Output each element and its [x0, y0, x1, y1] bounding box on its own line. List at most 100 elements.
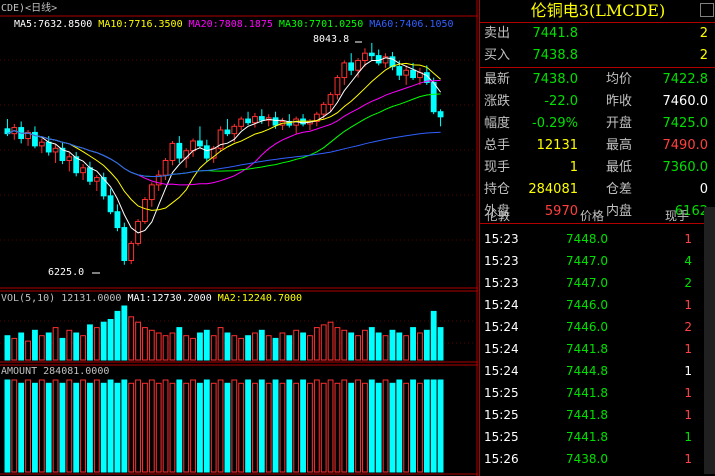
volume-bar — [320, 324, 327, 361]
candle-body — [66, 156, 73, 161]
amount-bar — [368, 379, 375, 473]
volume-bar — [4, 335, 11, 361]
candle-body — [375, 55, 382, 64]
volume-bar — [169, 332, 176, 361]
ma-line — [7, 79, 441, 186]
candle-body — [396, 66, 403, 76]
tick-row: 15:23 7447.0 2 — [480, 272, 715, 294]
candle-body — [38, 141, 45, 147]
amount-bar — [169, 382, 176, 473]
quote-value: 1 — [569, 160, 578, 175]
instrument-name: 伦铜电3(LMCDE) — [530, 1, 666, 20]
volume-bar — [389, 329, 396, 361]
quote-label: 开盘 — [606, 116, 633, 131]
tick-time: 15:25 — [484, 408, 519, 422]
candle-body — [162, 159, 169, 176]
candle-body — [224, 129, 231, 135]
volume-bar — [210, 335, 217, 361]
amount-bar — [135, 379, 141, 473]
kline-chart[interactable] — [0, 0, 478, 476]
tick-volume: 1 — [684, 430, 692, 444]
volume-bar — [224, 332, 231, 361]
quote-value: 7460.0 — [662, 94, 709, 109]
ma-legend: MA5:7632.8500 MA10:7716.3500 MA20:7808.1… — [14, 19, 454, 31]
tick-time: 15:23 — [484, 254, 519, 268]
tick-time: 15:25 — [484, 386, 519, 400]
candle-body — [197, 140, 203, 147]
volume-bar — [368, 327, 375, 361]
tick-row: 15:26 7438.0 1 — [480, 448, 715, 470]
volume-bar — [87, 324, 93, 361]
volume-bar — [279, 332, 286, 361]
tick-price: 7438.0 — [566, 452, 608, 466]
amount-bar — [293, 382, 300, 473]
volume-bar — [410, 327, 416, 361]
tick-row: 15:24 7444.8 1 — [480, 360, 715, 382]
volume-bar — [73, 332, 80, 361]
quote-value: 7438.8 — [532, 48, 579, 63]
candle-body — [355, 59, 361, 71]
volume-bar — [265, 335, 272, 361]
volume-bar — [107, 319, 114, 361]
candle-body — [25, 131, 31, 140]
amount-bar — [224, 382, 231, 473]
amount-bar — [252, 382, 258, 473]
candle-body — [382, 56, 389, 64]
chart-title: CDE)<日线> — [1, 3, 58, 14]
instrument-title: 伦铜电3(LMCDE) — [480, 0, 715, 23]
candle-body — [190, 140, 196, 152]
volume-bar — [327, 321, 334, 361]
tick-volume: 1 — [684, 232, 692, 246]
amount-bar — [162, 379, 169, 473]
volume-bar — [114, 310, 121, 361]
panel-divider — [480, 67, 715, 68]
candle-body — [169, 142, 176, 161]
amount-bar — [375, 382, 382, 473]
amount-bar — [423, 379, 430, 473]
volume-bar — [155, 332, 162, 361]
vol-label-2: MA2:12240.7000 — [217, 293, 303, 304]
panel-toggle-icon[interactable] — [700, 3, 714, 17]
ma-label-0: MA5:7632.8500 — [14, 19, 99, 30]
tick-row: 15:25 7441.8 1 — [480, 404, 715, 426]
amount-bar — [300, 379, 306, 473]
volume-bar — [300, 332, 306, 361]
amount-bar — [238, 382, 245, 473]
amount-bar — [355, 379, 361, 473]
amount-bar — [107, 379, 114, 473]
amount-bar — [437, 379, 444, 473]
tick-header-time: 伦敦 — [486, 209, 511, 223]
quote-label: 涨跌 — [484, 94, 511, 109]
amount-bar — [307, 382, 313, 473]
amount-bar — [100, 382, 107, 473]
amount-bar — [38, 379, 45, 473]
amount-bar — [403, 382, 410, 473]
tick-volume: 1 — [684, 452, 692, 466]
tick-time: 15:24 — [484, 320, 519, 334]
amount-bar — [245, 379, 251, 473]
tick-volume: 1 — [684, 364, 692, 378]
volume-bar — [100, 321, 107, 361]
quote-label: 卖出 — [484, 26, 511, 41]
amount-bar — [272, 379, 279, 473]
kline-chart-area[interactable]: CDE)<日线> MA5:7632.8500 MA10:7716.3500 MA… — [0, 0, 478, 476]
candle-body — [245, 118, 251, 124]
quote-label: 总手 — [484, 138, 511, 153]
volume-bar — [18, 332, 25, 361]
candle-body — [272, 117, 279, 126]
tick-volume: 2 — [684, 320, 692, 334]
candle-body — [80, 167, 86, 174]
panel-divider — [480, 223, 715, 224]
volume-bar — [142, 327, 148, 361]
volume-bar — [362, 329, 368, 361]
quote-label: 最高 — [606, 138, 633, 153]
amount-bar — [4, 379, 11, 473]
quote-row: 总手 12131 最高 7490.0 — [480, 135, 715, 157]
tick-price: 7441.8 — [566, 342, 608, 356]
volume-bar — [355, 335, 361, 361]
volume-bar — [11, 337, 18, 361]
tick-scrollbar[interactable] — [704, 207, 715, 474]
tick-header-price: 价格 — [580, 209, 605, 223]
amount-bar — [265, 382, 272, 473]
candle-body — [313, 113, 320, 122]
